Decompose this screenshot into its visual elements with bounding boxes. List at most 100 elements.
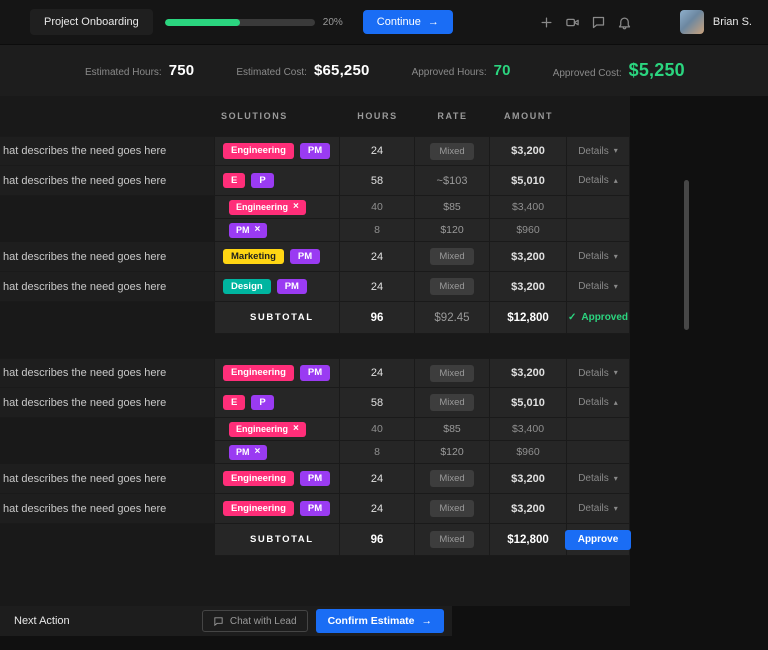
- remove-tag-icon[interactable]: ×: [293, 201, 299, 212]
- spacer-cell: [0, 418, 215, 441]
- header-spacer: [0, 96, 215, 136]
- tag-label: PM: [307, 502, 323, 514]
- project-selector[interactable]: Project Onboarding: [30, 9, 153, 35]
- subtotal-rate: $92.45: [415, 302, 490, 334]
- video-icon: [566, 18, 580, 26]
- hours-cell: 58: [340, 388, 415, 418]
- add-button[interactable]: [534, 9, 560, 35]
- hours-cell: 24: [340, 464, 415, 494]
- notifications-button[interactable]: [612, 9, 638, 35]
- details-toggle[interactable]: Details ▴: [567, 388, 630, 418]
- chat-icon: [593, 16, 605, 28]
- stat-estimated-hours: Estimated Hours: 750: [85, 62, 194, 79]
- subtotal-cell: SUBTOTAL: [215, 524, 340, 556]
- remove-tag-icon[interactable]: ×: [254, 446, 261, 457]
- details-label: Details: [578, 251, 609, 262]
- tag-pm[interactable]: PM ×: [229, 444, 268, 460]
- remove-tag-icon[interactable]: ×: [293, 423, 299, 434]
- table-header: SOLUTIONS HOURS RATE AMOUNT: [0, 96, 630, 136]
- progress-percent: 20%: [322, 16, 343, 28]
- status-cell: Approve: [564, 524, 632, 556]
- tag-pm: PM: [299, 143, 331, 159]
- chevron-up-icon: ▴: [613, 175, 618, 185]
- estimate-row: hat describes the need goes here Engineer…: [0, 136, 630, 166]
- avatar[interactable]: [679, 10, 704, 34]
- details-toggle[interactable]: Details ▾: [567, 272, 630, 302]
- rate-value: $120: [440, 446, 464, 458]
- tag-pm[interactable]: PM ×: [229, 222, 268, 238]
- bell-icon: [619, 17, 631, 29]
- amount-cell: $3,200: [490, 464, 567, 494]
- chevron-down-icon: ▾: [613, 368, 618, 377]
- hours-cell: 58: [340, 166, 415, 196]
- rate-badge: Mixed: [430, 278, 474, 295]
- approved-label: Approved: [581, 312, 629, 323]
- rate-cell: $120: [415, 219, 490, 242]
- spacer-cell: [0, 302, 215, 334]
- chat-with-lead-button[interactable]: Chat with Lead: [201, 610, 308, 632]
- rate-cell: Mixed: [415, 494, 490, 524]
- tag-pm: PM: [299, 365, 331, 381]
- estimate-group: hat describes the need goes here Engineer…: [0, 136, 630, 334]
- row-description: hat describes the need goes here: [0, 388, 215, 418]
- stat-estimated-cost: Estimated Cost: $65,250: [236, 62, 369, 79]
- tag-p: P: [251, 172, 274, 189]
- rate-value: $92.45: [434, 311, 470, 324]
- rate-cell: $120: [415, 441, 490, 464]
- estimate-row: hat describes the need goes here Design PM…: [0, 272, 630, 302]
- tag-engineering[interactable]: Engineering ×: [229, 421, 306, 437]
- estimate-row: hat describes the need goes here Engineer…: [0, 494, 630, 524]
- solutions-cell: Engineering ×: [215, 196, 340, 219]
- details-spacer: [567, 196, 630, 219]
- details-label: Details: [578, 145, 609, 157]
- details-toggle[interactable]: Details ▾: [567, 494, 630, 524]
- tag-label: E: [231, 174, 238, 186]
- status-cell: ✓ Approved: [567, 302, 630, 334]
- tag-engineering[interactable]: Engineering ×: [229, 199, 306, 215]
- stat-label: Estimated Hours:: [85, 67, 162, 78]
- stats-bar: Estimated Hours: 750 Estimated Cost: $65…: [0, 44, 768, 96]
- messages-button[interactable]: [586, 9, 612, 35]
- rate-value: ~$103: [436, 174, 468, 187]
- rate-cell: Mixed: [415, 136, 490, 166]
- estimate-subrow: Engineering × 40 $85 $3,400: [0, 418, 630, 441]
- estimate-table: SOLUTIONS HOURS RATE AMOUNT hat describe…: [0, 96, 632, 606]
- approve-button[interactable]: Approve: [564, 529, 632, 550]
- video-button[interactable]: [560, 9, 586, 35]
- chevron-down-icon: ▾: [613, 473, 618, 483]
- check-icon: ✓: [567, 312, 577, 323]
- rate-cell: Mixed: [415, 464, 490, 494]
- arrow-right-icon: →: [427, 16, 439, 28]
- chat-icon: [214, 616, 223, 626]
- chevron-up-icon: ▴: [613, 397, 618, 407]
- tag-label: Engineering: [231, 145, 286, 157]
- tag-pm: PM: [299, 470, 331, 487]
- estimate-row: hat describes the need goes here E P 58 Mixe…: [0, 388, 630, 418]
- amount-cell: $960: [490, 219, 567, 242]
- details-toggle[interactable]: Details ▴: [567, 166, 630, 196]
- details-toggle[interactable]: Details ▾: [567, 358, 630, 388]
- hours-cell: 24: [340, 242, 415, 272]
- tag-e: E: [223, 172, 246, 189]
- subtotal-row: SUBTOTAL 96 Mixed $12,800 Approve: [0, 524, 632, 556]
- amount-cell: $3,200: [490, 494, 567, 524]
- tag-label: PM: [307, 472, 323, 484]
- chevron-down-icon: ▾: [613, 281, 618, 291]
- estimate-row: hat describes the need goes here Engineer…: [0, 358, 630, 388]
- remove-tag-icon[interactable]: ×: [254, 224, 261, 235]
- confirm-estimate-button[interactable]: Confirm Estimate →: [315, 609, 444, 633]
- subtotal-hours: 96: [340, 302, 415, 334]
- subtotal-hours: 96: [340, 524, 415, 556]
- details-toggle[interactable]: Details ▾: [567, 136, 630, 166]
- scrollbar[interactable]: [684, 180, 689, 330]
- tag-label: Engineering: [236, 423, 289, 434]
- solutions-cell: Engineering PM: [215, 494, 340, 524]
- tag-engineering: Engineering: [223, 500, 294, 517]
- details-label: Details: [578, 473, 609, 484]
- details-toggle[interactable]: Details ▾: [567, 242, 630, 272]
- tag-label: Design: [231, 280, 263, 292]
- continue-button[interactable]: Continue →: [362, 10, 453, 34]
- row-description: hat describes the need goes here: [0, 136, 215, 166]
- tag-label: P: [259, 396, 266, 408]
- details-toggle[interactable]: Details ▾: [567, 464, 630, 494]
